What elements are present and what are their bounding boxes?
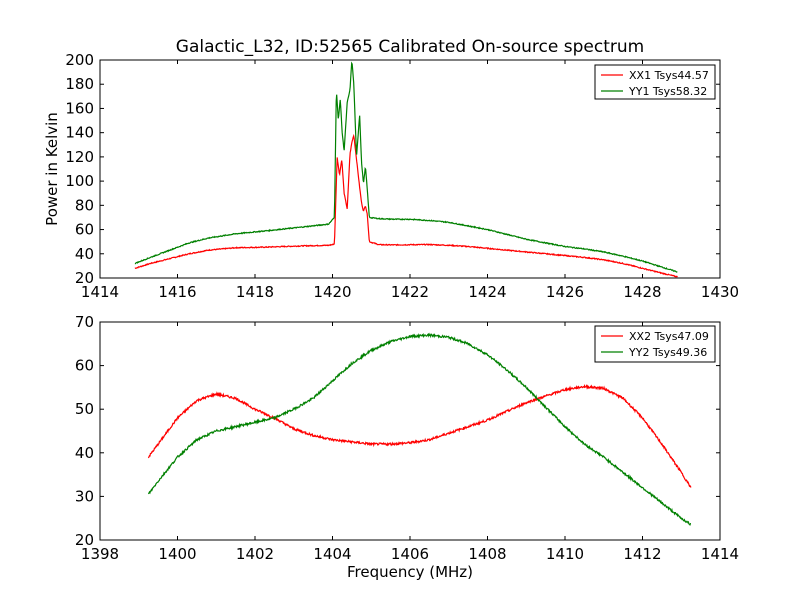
x-tick-label: 1426 <box>546 283 584 301</box>
y-tick-label: 20 <box>75 269 94 287</box>
y-tick-label: 60 <box>75 357 94 375</box>
y-tick-label: 20 <box>75 531 94 549</box>
y-tick-label: 140 <box>65 124 94 142</box>
legend: XX1 Tsys44.57 YY1 Tsys58.32 <box>594 64 716 100</box>
legend-entry: XX1 Tsys44.57 <box>629 69 709 82</box>
x-tick-label: 1414 <box>81 283 119 301</box>
x-tick-label: 1414 <box>701 545 739 563</box>
chart-title: Galactic_L32, ID:52565 Calibrated On-sou… <box>176 37 644 57</box>
series-line-yy <box>147 332 692 527</box>
legend-entry: YY1 Tsys58.32 <box>628 85 707 98</box>
y-tick-label: 30 <box>75 487 94 505</box>
y-tick-label: 80 <box>75 196 94 214</box>
y-tick-label: 50 <box>75 400 94 418</box>
y-tick-label: 40 <box>75 245 94 263</box>
series-line-xx <box>134 133 678 278</box>
y-tick-label: 160 <box>65 99 94 117</box>
bottom-chart: 1398 1400 1402 1404 1406 1408 1410 1412 1414 20 30… <box>75 313 739 581</box>
x-tick-label: 1420 <box>313 283 351 301</box>
x-axis-label: Frequency (MHz) <box>347 563 473 581</box>
y-tick-label: 40 <box>75 444 94 462</box>
x-tick-label: 1410 <box>546 545 584 563</box>
legend-entry: XX2 Tsys47.09 <box>629 330 709 343</box>
legend-box <box>594 64 716 100</box>
y-tick-label: 100 <box>65 172 94 190</box>
legend: XX2 Tsys47.09 YY2 Tsys49.36 <box>594 325 716 363</box>
x-tick-label: 1412 <box>623 545 661 563</box>
y-tick-label: 60 <box>75 221 94 239</box>
x-tick-label: 1424 <box>468 283 506 301</box>
top-chart: Galactic_L32, ID:52565 Calibrated On-sou… <box>43 37 739 301</box>
y-axis-label: Power in Kelvin <box>43 112 61 226</box>
series-line-xx <box>147 384 692 488</box>
x-tick-label: 1406 <box>391 545 429 563</box>
y-tick-label: 120 <box>65 148 94 166</box>
y-tick-label: 200 <box>65 51 94 69</box>
x-tick-label: 1404 <box>313 545 351 563</box>
x-tick-label: 1430 <box>701 283 739 301</box>
x-tick-label: 1416 <box>158 283 196 301</box>
x-tick-label: 1398 <box>81 545 119 563</box>
x-tick-label: 1400 <box>158 545 196 563</box>
legend-entry: YY2 Tsys49.36 <box>628 346 707 359</box>
y-tick-label: 70 <box>75 313 94 331</box>
x-tick-label: 1422 <box>391 283 429 301</box>
x-tick-label: 1418 <box>236 283 274 301</box>
series-line-yy <box>134 61 678 273</box>
x-tick-label: 1402 <box>236 545 274 563</box>
legend-box <box>594 325 716 363</box>
x-tick-label: 1428 <box>623 283 661 301</box>
x-tick-label: 1408 <box>468 545 506 563</box>
y-tick-label: 180 <box>65 75 94 93</box>
